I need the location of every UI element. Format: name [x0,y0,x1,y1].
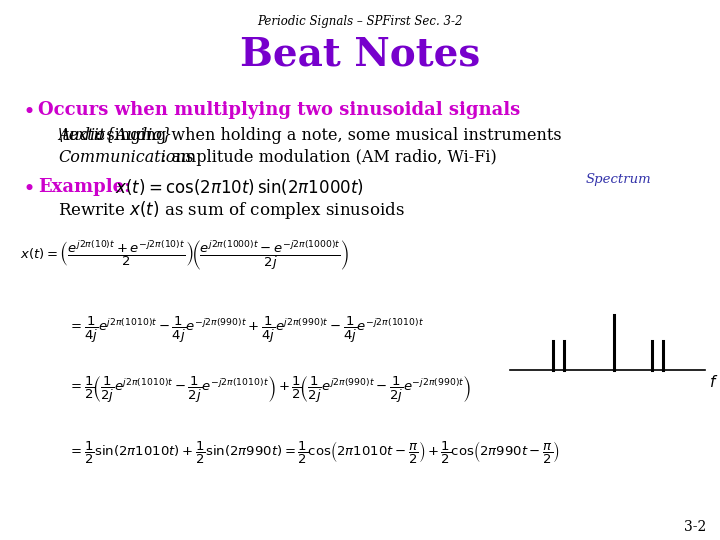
Text: : singing when holding a note, some musical instruments: : singing when holding a note, some musi… [96,126,562,144]
Text: Beat Notes: Beat Notes [240,35,480,73]
Text: Rewrite $x(t)$ as sum of complex sinusoids: Rewrite $x(t)$ as sum of complex sinusoi… [58,199,405,221]
Text: $x(t)=\left(\dfrac{e^{j2\pi(10)t}+e^{-j2\pi(10)t}}{2}\right)\!\left(\dfrac{e^{j2: $x(t)=\left(\dfrac{e^{j2\pi(10)t}+e^{-j2… [20,238,349,272]
Text: $=\dfrac{1}{4j}e^{j2\pi(1010)t}-\dfrac{1}{4j}e^{-j2\pi(990)t}+\dfrac{1}{4j}e^{j2: $=\dfrac{1}{4j}e^{j2\pi(1010)t}-\dfrac{1… [68,315,424,345]
Text: $\bullet$: $\bullet$ [22,100,34,120]
Text: Audio: Audio [58,126,104,144]
Text: Periodic Signals – SPFirst Sec. 3-2: Periodic Signals – SPFirst Sec. 3-2 [257,15,463,28]
Text: Occurs when multiplying two sinusoidal signals: Occurs when multiplying two sinusoidal s… [38,101,521,119]
Text: $=\dfrac{1}{2}\sin(2\pi 1010t)+\dfrac{1}{2}\sin(2\pi 990t)=\dfrac{1}{2}\cos\!\le: $=\dfrac{1}{2}\sin(2\pi 1010t)+\dfrac{1}… [68,440,560,466]
Text: $=\dfrac{1}{2}\!\left(\dfrac{1}{2j}e^{j2\pi(1010)t}-\dfrac{1}{2j}e^{-j2\pi(1010): $=\dfrac{1}{2}\!\left(\dfrac{1}{2j}e^{j2… [68,375,472,405]
Text: $x(t)=\cos(2\pi 10t)\,\sin(2\pi 1000t)$: $x(t)=\cos(2\pi 10t)\,\sin(2\pi 1000t)$ [115,177,364,197]
Text: \textit{Audio}: \textit{Audio} [58,126,173,144]
Text: Example:: Example: [38,178,131,196]
Text: $f$: $f$ [709,374,719,390]
Text: Communications: Communications [58,150,194,166]
Text: 3-2: 3-2 [684,520,706,534]
Text: $\bullet$: $\bullet$ [22,177,34,197]
Text: : amplitude modulation (AM radio, Wi-Fi): : amplitude modulation (AM radio, Wi-Fi) [161,150,497,166]
Text: Spectrum: Spectrum [585,173,651,186]
